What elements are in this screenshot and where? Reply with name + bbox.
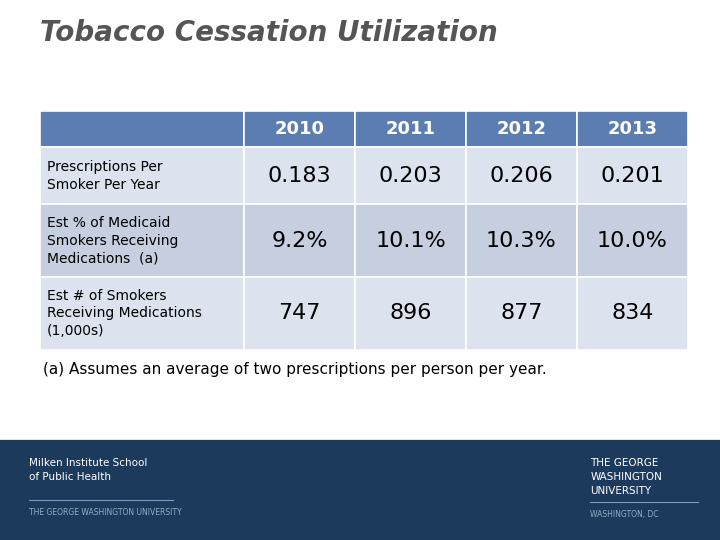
Text: 0.203: 0.203 (379, 166, 443, 186)
Bar (577, 111, 688, 147)
Text: THE GEORGE
WASHINGTON
UNIVERSITY: THE GEORGE WASHINGTON UNIVERSITY (590, 458, 662, 496)
Text: 0.183: 0.183 (268, 166, 331, 186)
Text: (a) Assumes an average of two prescriptions per person per year.: (a) Assumes an average of two prescripti… (43, 362, 547, 377)
Text: 834: 834 (611, 303, 653, 323)
Bar (466, 147, 577, 204)
Text: 2010: 2010 (274, 120, 325, 138)
Text: 896: 896 (390, 303, 432, 323)
Text: 0.201: 0.201 (600, 166, 664, 186)
Bar (40, 277, 243, 350)
Bar (355, 111, 466, 147)
Bar (243, 111, 355, 147)
Bar (243, 204, 355, 277)
Text: 747: 747 (278, 303, 320, 323)
Bar (466, 111, 577, 147)
Text: 10.3%: 10.3% (486, 231, 557, 251)
Text: 2013: 2013 (607, 120, 657, 138)
Bar (466, 204, 577, 277)
Bar (0, 440, 720, 540)
Text: Milken Institute School
of Public Health: Milken Institute School of Public Health (29, 458, 147, 482)
Text: 2011: 2011 (386, 120, 436, 138)
Text: 9.2%: 9.2% (271, 231, 328, 251)
Text: Prescriptions Per
Smoker Per Year: Prescriptions Per Smoker Per Year (47, 160, 163, 192)
Bar (40, 111, 243, 147)
Bar (577, 277, 688, 350)
Text: 877: 877 (500, 303, 543, 323)
Bar (355, 204, 466, 277)
Bar (466, 277, 577, 350)
Bar (577, 204, 688, 277)
Bar (243, 277, 355, 350)
Bar (40, 204, 243, 277)
Bar (577, 147, 688, 204)
Text: Est # of Smokers
Receiving Medications
(1,000s): Est # of Smokers Receiving Medications (… (47, 288, 202, 339)
Text: 10.1%: 10.1% (375, 231, 446, 251)
Text: WASHINGTON, DC: WASHINGTON, DC (590, 510, 659, 519)
Text: Est % of Medicaid
Smokers Receiving
Medications  (a): Est % of Medicaid Smokers Receiving Medi… (47, 215, 178, 266)
Text: THE GEORGE WASHINGTON UNIVERSITY: THE GEORGE WASHINGTON UNIVERSITY (29, 508, 181, 517)
Text: Tobacco Cessation Utilization: Tobacco Cessation Utilization (40, 19, 498, 47)
Bar (355, 147, 466, 204)
Text: 2012: 2012 (496, 120, 546, 138)
Text: 0.206: 0.206 (490, 166, 553, 186)
Bar (355, 277, 466, 350)
Bar (40, 147, 243, 204)
Text: 10.0%: 10.0% (597, 231, 667, 251)
Bar (243, 147, 355, 204)
